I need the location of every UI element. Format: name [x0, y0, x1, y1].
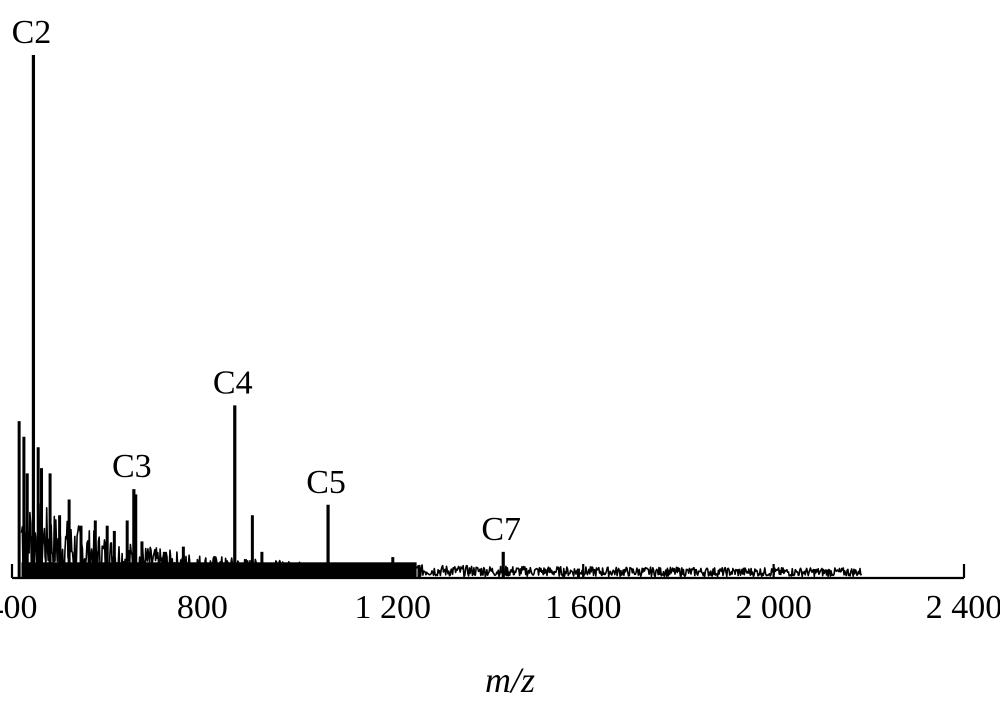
peak-labels: C2 C3 C4 C5 C7 — [12, 14, 521, 548]
x-tick-label: 1 600 — [545, 589, 622, 626]
x-tick-label: 2 400 — [926, 589, 1000, 626]
peak-label-c4: C4 — [213, 364, 253, 401]
peak-label-c5: C5 — [306, 464, 346, 501]
peak-label-c2: C2 — [12, 14, 52, 51]
noise-baseline — [20, 501, 863, 578]
x-axis-title: m/z — [485, 660, 535, 700]
peak-label-c7: C7 — [481, 511, 521, 548]
x-tick-label: 1 200 — [355, 589, 432, 626]
x-tick-label: 800 — [177, 589, 228, 626]
peak-label-c3: C3 — [112, 448, 152, 485]
x-tick-label: 2 000 — [735, 589, 812, 626]
x-tick-label: 400 — [0, 589, 38, 626]
x-axis: 400 800 1 200 1 600 2 000 2 400 — [0, 564, 1000, 626]
spectrum-trace — [17, 55, 863, 578]
noise-floor-band — [21, 562, 417, 578]
